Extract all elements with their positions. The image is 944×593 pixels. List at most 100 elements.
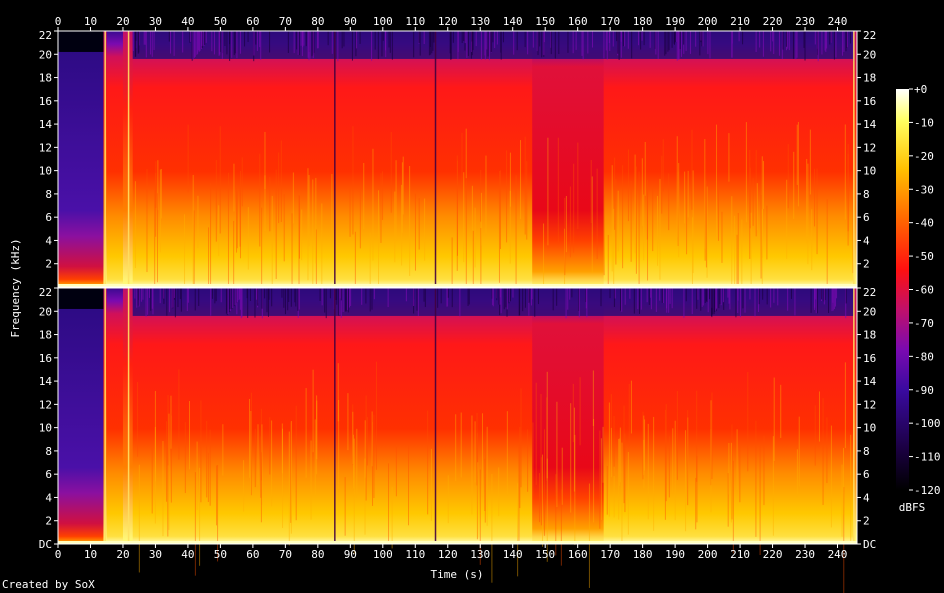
texture-streak: [198, 31, 200, 52]
texture-streak: [339, 288, 341, 315]
colorbar-tick-label: -100: [914, 417, 941, 430]
texture-streak: [809, 129, 811, 195]
x-tick-label: 170: [600, 15, 620, 28]
texture-streak: [524, 136, 526, 235]
texture-streak: [796, 31, 798, 58]
texture-streak: [683, 288, 685, 318]
texture-streak: [826, 417, 828, 484]
texture-streak: [377, 31, 379, 60]
texture-streak: [229, 31, 231, 61]
texture-streak: [292, 172, 294, 224]
texture-streak: [520, 388, 522, 488]
spectrum-segment: [853, 288, 857, 544]
texture-streak: [793, 151, 795, 219]
texture-streak: [239, 31, 241, 54]
texture-streak: [218, 31, 220, 56]
y-tick-label: 8: [863, 188, 870, 201]
x-tick-label: 220: [763, 548, 783, 561]
texture-streak: [716, 124, 718, 239]
texture-streak: [773, 31, 775, 55]
texture-streak: [203, 31, 205, 46]
texture-streak: [233, 220, 235, 297]
x-tick-label: 200: [698, 15, 718, 28]
texture-streak: [556, 288, 558, 306]
texture-streak: [676, 136, 678, 238]
texture-streak: [491, 31, 493, 52]
colorbar-gradient: [896, 89, 909, 490]
x-tick-label: 30: [149, 15, 162, 28]
texture-streak: [797, 121, 799, 207]
texture-streak: [456, 155, 458, 271]
texture-streak: [678, 162, 680, 258]
texture-streak: [266, 288, 268, 313]
texture-streak: [217, 464, 219, 562]
texture-streak: [506, 411, 508, 496]
texture-streak: [197, 195, 199, 249]
y-tick-label: 14: [863, 375, 877, 388]
texture-streak: [578, 288, 580, 311]
texture-streak: [498, 467, 500, 517]
texture-streak: [671, 31, 673, 48]
texture-streak: [492, 288, 494, 305]
texture-streak: [575, 31, 577, 50]
texture-streak: [305, 388, 307, 478]
texture-streak: [772, 436, 774, 536]
texture-streak: [461, 31, 463, 43]
y-tick-label: 18: [39, 329, 52, 342]
texture-streak: [247, 31, 249, 42]
texture-streak: [534, 288, 536, 317]
texture-streak: [148, 288, 150, 298]
texture-streak: [352, 434, 354, 489]
transient-line: [334, 288, 336, 544]
x-tick-label: 130: [470, 15, 490, 28]
y-tick-label: 8: [45, 188, 52, 201]
texture-streak: [382, 31, 384, 41]
plot-frame: [57, 287, 858, 545]
texture-streak: [654, 31, 656, 49]
texture-streak: [852, 196, 854, 274]
x-tick-label: 190: [665, 548, 685, 561]
texture-streak: [845, 31, 847, 52]
texture-streak: [659, 288, 661, 301]
texture-streak: [301, 209, 303, 261]
texture-streak: [622, 31, 624, 47]
texture-streak: [260, 408, 262, 481]
texture-streak: [759, 442, 761, 556]
x-tick-label: 240: [828, 15, 848, 28]
texture-streak: [198, 288, 200, 306]
texture-streak: [835, 31, 837, 58]
texture-streak: [546, 397, 548, 481]
texture-streak: [485, 155, 487, 234]
colorbar-tick-label: -70: [914, 317, 934, 330]
texture-streak: [704, 185, 706, 261]
texture-streak: [239, 186, 241, 247]
x-tick-label: 50: [214, 548, 227, 561]
texture-streak: [177, 288, 179, 308]
texture-streak: [672, 428, 674, 492]
texture-streak: [620, 288, 622, 311]
texture-streak: [257, 288, 259, 306]
texture-streak: [728, 133, 730, 182]
transient-line: [127, 288, 130, 544]
texture-streak: [686, 189, 688, 255]
texture-streak: [288, 431, 290, 546]
x-tick-label: 170: [600, 548, 620, 561]
texture-streak: [225, 288, 227, 314]
texture-streak: [291, 213, 293, 329]
texture-streak: [227, 288, 229, 315]
texture-streak: [550, 31, 552, 48]
texture-streak: [823, 288, 825, 305]
texture-streak: [190, 31, 192, 42]
x-tick-label: 80: [311, 15, 324, 28]
texture-streak: [762, 160, 764, 209]
colorbar-tick-label: -60: [914, 284, 934, 297]
texture-streak: [524, 31, 526, 48]
texture-streak: [701, 288, 703, 307]
texture-streak: [170, 415, 172, 503]
texture-streak: [196, 31, 198, 55]
texture-streak: [346, 288, 348, 310]
colorbar-tick-label: -40: [914, 217, 934, 230]
texture-streak: [537, 288, 539, 305]
texture-streak: [259, 153, 261, 247]
texture-streak: [519, 288, 521, 316]
